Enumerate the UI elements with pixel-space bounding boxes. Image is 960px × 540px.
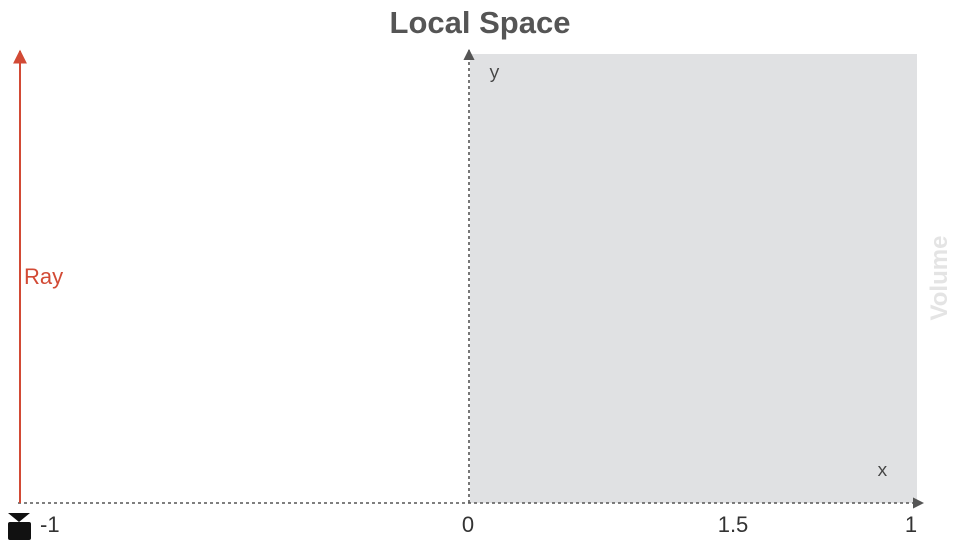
volume-region (470, 54, 917, 503)
tick-label-0: 0 (462, 512, 474, 537)
volume-label: Volume (926, 236, 953, 321)
diagram-title: Local Space (390, 5, 571, 40)
tick-label-1-5: 1.5 (718, 512, 749, 537)
y-axis-label: y (489, 64, 500, 84)
tick-label-1: 1 (905, 512, 917, 537)
camera-icon (8, 513, 31, 540)
x-axis-label: x (877, 462, 888, 482)
ray-label: Ray (24, 264, 63, 289)
tick-label-minus-1: -1 (40, 512, 60, 537)
